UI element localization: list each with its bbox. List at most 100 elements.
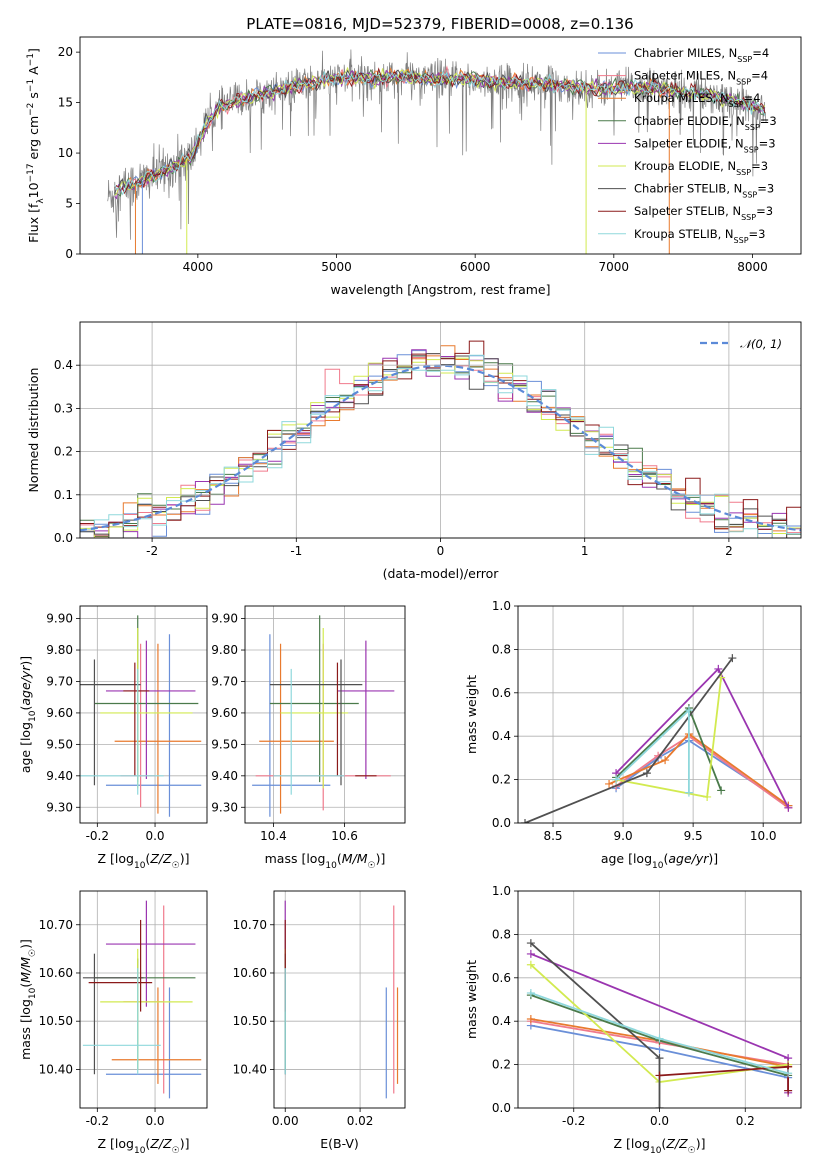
y-tick-label: 0.0 [54,531,73,545]
legend-label: Kroupa ELODIE, NSSP=3 [634,159,768,177]
y-axis-label: mass weight [464,960,479,1039]
x-axis-label: (data-model)/error [383,566,500,581]
x-axis-label: Z [log10(Z/Z☉)] [98,851,190,871]
legend-label: Salpeter ELODIE, NSSP=3 [634,136,776,154]
x-tick-label: 1 [581,544,589,558]
mass-weight-marker [642,769,651,778]
x-tick-label: 9.0 [614,829,633,843]
x-tick-label: -1 [290,544,302,558]
mass-weight-marker [526,949,535,958]
mass-weight-marker [521,819,530,823]
mass-weight-marker [728,654,737,663]
x-tick-label: 0 [437,544,445,558]
y-tick-label: 1.0 [492,884,511,898]
y-tick-label: 5 [65,197,73,211]
y-tick-label: 0.6 [492,686,511,700]
x-axis-label: Z [log10(Z/Z☉)] [98,1136,190,1156]
y-tick-label: 15 [58,96,73,110]
axes-frame [273,890,406,1109]
mass-weight-marker [655,1071,664,1080]
axes-frame [79,890,208,1109]
legend-label: Chabrier STELIB, NSSP=3 [634,182,774,200]
x-tick-label: 0.0 [145,829,164,843]
x-axis-label: E(B-V) [320,1136,359,1151]
x-tick-label: 10.6 [331,829,358,843]
y-tick-label: 9.30 [211,800,238,814]
plot-area [252,615,395,817]
mass-vs-ebv-panel: 0.00 0.02 10.40 10.50 10.60 10.70 E(B-V) [233,890,406,1151]
x-tick-label: -0.2 [86,1114,109,1128]
mass-weight-marker [612,775,621,784]
y-tick-label: 9.90 [211,612,238,626]
x-axis-label: wavelength [Angstrom, rest frame] [330,282,550,297]
axes-frame [79,605,208,824]
y-tick-label: 9.60 [211,706,238,720]
y-tick-label: 9.80 [46,643,73,657]
y-tick-label: 0.8 [492,642,511,656]
mass-weight-marker [784,803,793,812]
y-tick-label: 10.40 [39,1062,73,1076]
y-tick-label: 0.0 [492,816,511,830]
y-tick-label: 10 [58,146,73,160]
legend-label: Chabrier MILES, NSSP=4 [634,46,769,64]
mass-vs-metallicity-panel: -0.2 0.0 10.40 10.50 10.60 10.70 Z [log10(Z/Z☉… [18,890,208,1156]
x-tick-label: 9.5 [684,829,703,843]
figure-title: PLATE=0816, MJD=52379, FIBERID=0008, z=0… [246,15,633,33]
y-tick-label: 10.50 [39,1014,73,1028]
legend-label: Kroupa STELIB, NSSP=3 [634,227,765,245]
age-vs-metallicity-panel: -0.2 0.0 9.30 9.40 9.50 9.60 9.70 9.80 9.90 Z [lo… [18,605,208,871]
y-tick-label: 0.0 [492,1101,511,1115]
y-tick-label: 10.40 [233,1062,267,1076]
age-vs-mass-panel: 10.4 10.6 9.30 9.40 9.50 9.60 9.70 9.80 9.90 mass… [211,605,406,871]
x-tick-label: 6000 [460,260,491,274]
x-tick-label: 10.0 [750,829,777,843]
x-tick-label: 0.00 [272,1114,299,1128]
x-tick-label: 7000 [599,260,630,274]
y-tick-label: 0 [65,247,73,261]
x-tick-label: 5000 [321,260,352,274]
axes-frame [79,321,802,539]
y-tick-label: 0.2 [54,445,73,459]
y-tick-label: 0.2 [492,1058,511,1072]
y-tick-label: 9.70 [46,674,73,688]
x-tick-label: 10.4 [260,829,287,843]
y-tick-label: 9.40 [211,769,238,783]
plot-area [82,900,202,1099]
y-tick-label: 0.8 [492,927,511,941]
legend-label: Chabrier ELODIE, NSSP=3 [634,114,777,132]
mass-weight-marker [605,779,614,788]
massweight-vs-age-panel: 8.5 9.0 9.5 10.0 0.0 0.2 0.4 0.6 0.8 1.0 age [log1… [464,599,802,871]
y-tick-label: 0.4 [492,1014,511,1028]
x-axis-label: Z [log10(Z/Z☉)] [614,1136,706,1156]
y-tick-label: 1.0 [492,599,511,613]
y-tick-label: 9.90 [46,612,73,626]
axes-frame [79,36,802,255]
plot-area [284,900,399,1099]
plot-area [80,615,202,817]
y-axis-label: age [log10(age/yr)] [18,656,38,773]
y-tick-label: 9.80 [211,643,238,657]
y-tick-label: 0.4 [54,358,73,372]
x-tick-label: 8.5 [543,829,562,843]
mass-weight-line [530,942,661,1108]
y-axis-label: Flux [fλ10−17 erg cm−2 s−1 A−1] [26,48,46,243]
y-tick-label: 9.30 [46,800,73,814]
mass-weight-marker [526,960,535,969]
model-spectrum-line [114,70,766,196]
x-tick-label: 0.2 [736,1114,755,1128]
mass-weight-marker [661,756,670,765]
x-tick-label: 0.02 [347,1114,374,1128]
x-tick-label: -0.2 [86,829,109,843]
model-spectrum-line [114,67,766,195]
y-tick-label: 9.50 [46,737,73,751]
y-axis-label: mass weight [464,675,479,754]
mass-weight-marker [655,1034,664,1043]
y-tick-label: 9.40 [46,769,73,783]
y-tick-label: 9.60 [46,706,73,720]
x-tick-label: -0.2 [562,1114,585,1128]
x-tick-label: -2 [146,544,158,558]
mass-weight-marker [714,664,723,673]
legend-label: Salpeter MILES, NSSP=4 [634,69,768,87]
plot-area [521,654,793,823]
